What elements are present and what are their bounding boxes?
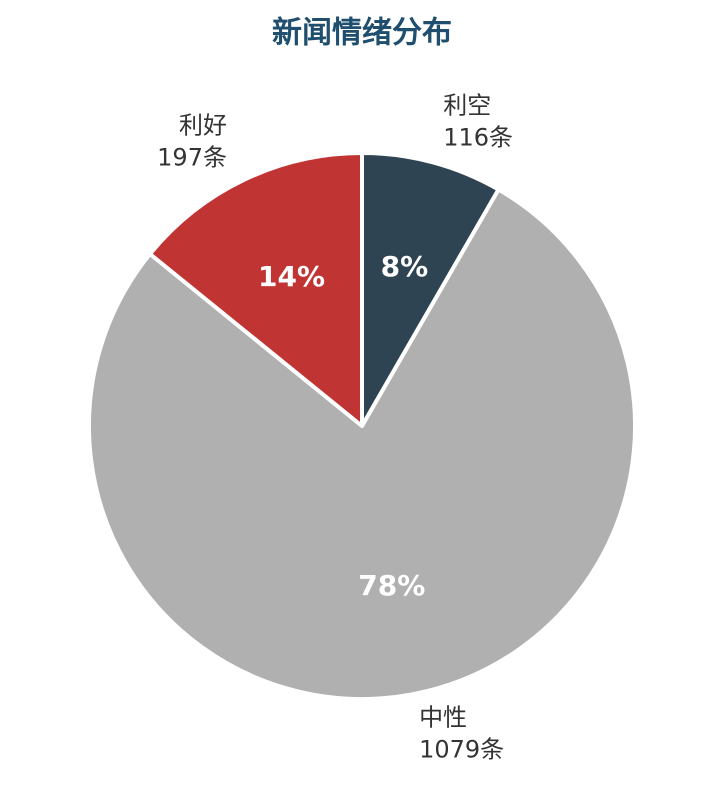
- percentage-label: 8%: [381, 250, 429, 283]
- value-label: 116条: [443, 124, 513, 152]
- value-label: 197条: [157, 144, 227, 172]
- chart-title: 新闻情绪分布: [272, 16, 452, 51]
- pie-slice: [360, 151, 501, 428]
- category-label: 利空: [443, 92, 491, 120]
- percentage-label: 14%: [258, 260, 325, 293]
- percentage-label: 78%: [358, 569, 425, 602]
- pie-slice: [147, 151, 364, 428]
- value-label: 1079条: [419, 736, 504, 764]
- category-label: 利好: [179, 112, 227, 140]
- category-label: 中性: [419, 704, 467, 732]
